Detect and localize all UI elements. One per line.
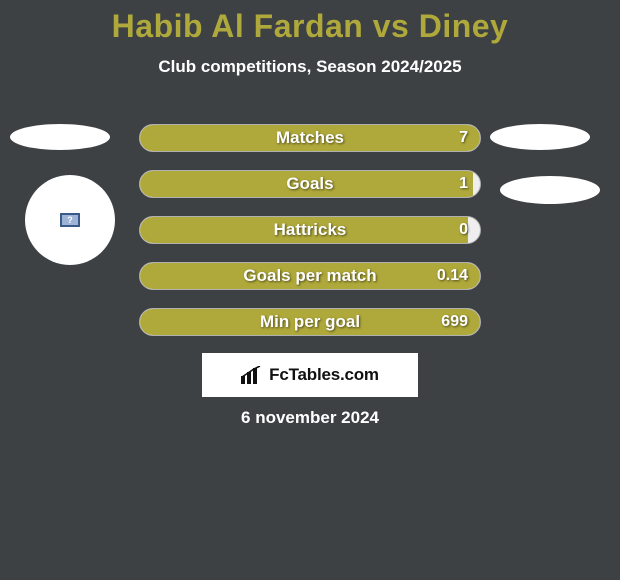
stat-value: 0.14 <box>437 267 468 285</box>
stat-label: Goals <box>286 174 333 194</box>
fctables-logo: FcTables.com <box>202 353 418 397</box>
subtitle: Club competitions, Season 2024/2025 <box>0 57 620 77</box>
stat-bars: Matches 7 Goals 1 Hattricks 0 Goals per match 0… <box>139 124 481 354</box>
stat-value: 0 <box>459 221 468 239</box>
decoration-ellipse <box>490 124 590 150</box>
date-line: 6 november 2024 <box>0 408 620 428</box>
comparison-card: Habib Al Fardan vs Diney Club competitio… <box>0 0 620 580</box>
stat-label: Matches <box>276 128 344 148</box>
stat-row: Hattricks 0 <box>139 216 481 244</box>
stat-row: Goals per match 0.14 <box>139 262 481 290</box>
stat-value: 699 <box>441 313 468 331</box>
bars-icon <box>241 366 263 384</box>
page-title: Habib Al Fardan vs Diney <box>0 0 620 45</box>
stat-label: Min per goal <box>260 312 360 332</box>
player-photo-left <box>25 175 115 265</box>
stat-label: Hattricks <box>274 220 347 240</box>
stat-value: 1 <box>459 175 468 193</box>
decoration-ellipse <box>500 176 600 204</box>
stat-row: Min per goal 699 <box>139 308 481 336</box>
stat-row: Goals 1 <box>139 170 481 198</box>
missing-image-icon <box>60 213 80 227</box>
stat-value: 7 <box>459 129 468 147</box>
logo-text: FcTables.com <box>269 365 379 385</box>
stat-label: Goals per match <box>243 266 376 286</box>
stat-row: Matches 7 <box>139 124 481 152</box>
decoration-ellipse <box>10 124 110 150</box>
